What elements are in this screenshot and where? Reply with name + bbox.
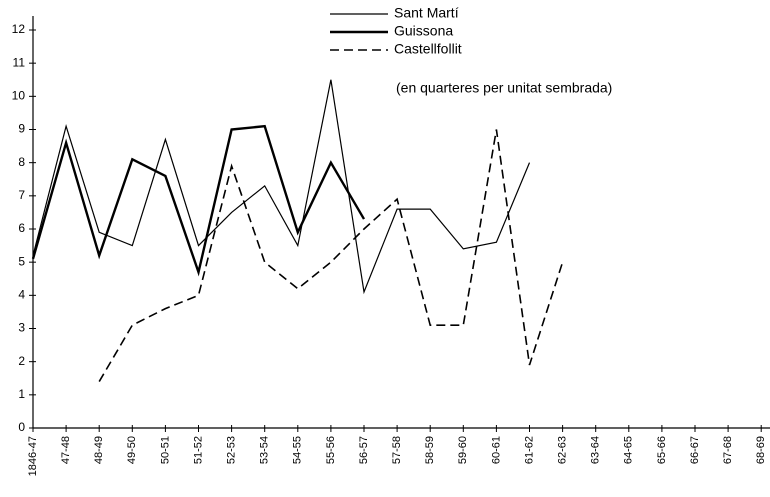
y-tick-label: 3 [18,321,25,335]
y-tick-label: 5 [18,254,25,268]
x-tick-label: 58-59 [424,436,436,464]
x-tick-label: 60-61 [490,436,502,464]
x-tick-label: 57-58 [391,436,403,464]
series-line [31,124,366,277]
x-tick-label: 64-65 [623,436,635,464]
legend-label: Sant Martí [394,5,459,21]
y-tick-label: 0 [18,420,25,434]
y-tick-label: 12 [12,22,26,36]
y-tick-label: 7 [18,188,25,202]
series-line [32,79,531,295]
x-tick-label: 55-56 [325,436,337,464]
x-tick-label: 62-63 [557,436,569,464]
x-tick-label: 59-60 [457,436,469,464]
x-tick-label: 50-51 [159,436,171,464]
y-tick-label: 2 [18,354,25,368]
x-tick-label: 56-57 [358,436,370,464]
x-tick-label: 53-54 [259,436,271,464]
x-tick-label: 65-66 [656,436,668,464]
x-tick-label: 68-69 [755,436,767,464]
y-tick-label: 9 [18,122,25,136]
x-tick-label: 63-64 [590,436,602,464]
legend-label: Guissona [394,23,453,39]
y-tick-label: 4 [18,288,25,302]
annotation: (en quarteres per unitat sembrada) [396,80,612,96]
y-tick-label: 1 [18,387,25,401]
y-tick-label: 11 [13,55,26,69]
x-tick-label: 48-49 [93,436,105,464]
x-tick-label: 66-67 [689,436,701,464]
x-tick-label: 54-55 [292,436,304,464]
series-line [98,129,564,382]
x-tick-label: 61-62 [523,436,535,464]
legend-label: Castellfollit [394,41,462,57]
x-tick-label: 52-53 [226,436,238,464]
y-tick-label: 8 [18,155,25,169]
y-tick-label: 6 [18,221,25,235]
x-tick-label: 67-68 [722,436,734,464]
x-tick-label: 1846-47 [27,436,39,476]
x-tick-label: 51-52 [192,436,204,464]
y-tick-label: 10 [12,89,26,103]
x-tick-label: 49-50 [126,436,138,464]
x-tick-label: 47-48 [60,436,72,464]
